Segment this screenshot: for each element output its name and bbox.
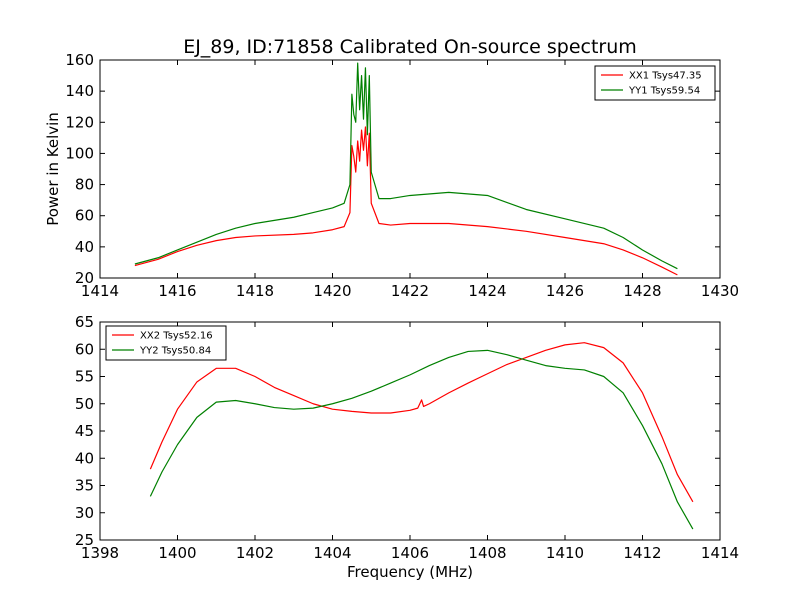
- bottom-subplot: 1398 1400 1402 1404 1406 1408 1410 1412 1414 25 30…: [75, 313, 739, 562]
- y-tick-label: 60: [75, 340, 94, 358]
- legend-label: XX2 Tsys52.16: [140, 331, 213, 342]
- series-line-1: [149, 342, 694, 503]
- x-tick-label: 1410: [546, 544, 584, 562]
- legend: XX1 Tsys47.35 YY1 Tsys59.54: [594, 65, 716, 101]
- x-tick-label: 1400: [158, 544, 196, 562]
- y-tick-label: 35: [75, 477, 94, 495]
- legend-label: YY1 Tsys59.54: [628, 86, 700, 97]
- x-tick-label: 1426: [546, 282, 584, 300]
- y-tick-label: 100: [65, 144, 94, 162]
- y-tick-label: 25: [75, 531, 94, 549]
- x-tick-label: 1402: [236, 544, 274, 562]
- legend: XX2 Tsys52.16 YY2 Tsys50.84: [105, 325, 227, 361]
- y-tick-label: 20: [75, 269, 94, 287]
- x-tick-label: 1418: [236, 282, 274, 300]
- x-tick-label: 1414: [701, 544, 739, 562]
- x-tick-label: 1430: [701, 282, 739, 300]
- y-tick-label: 65: [75, 313, 94, 331]
- y-tick-label: 60: [75, 207, 94, 225]
- y-tick-label: 160: [65, 51, 94, 69]
- y-tick-label: 55: [75, 368, 94, 386]
- legend-box: [105, 325, 227, 361]
- legend-box: [594, 65, 716, 101]
- y-tick-label: 120: [65, 113, 94, 131]
- x-tick-label: 1428: [623, 282, 661, 300]
- series-line-2: [149, 349, 694, 530]
- top-subplot: 1414 1416 1418 1420 1422 1424 1426 1428 1430 20 40…: [65, 51, 739, 300]
- x-axis-label: Frequency (MHz): [347, 563, 473, 581]
- legend-label: YY2 Tsys50.84: [139, 346, 211, 357]
- x-tick-label: 1416: [158, 282, 196, 300]
- x-tick-label: 1420: [313, 282, 351, 300]
- y-tick-label: 80: [75, 176, 94, 194]
- x-tick-label: 1404: [313, 544, 351, 562]
- x-tick-label: 1398: [81, 544, 119, 562]
- y-tick-label: 50: [75, 395, 94, 413]
- x-tick-label: 1406: [391, 544, 429, 562]
- y-tick-label: 140: [65, 82, 94, 100]
- figure-title: EJ_89, ID:71858 Calibrated On-source spe…: [183, 36, 637, 58]
- y-tick-label: 40: [75, 238, 94, 256]
- series-line-1: [134, 126, 678, 276]
- x-tick-label: 1408: [468, 544, 506, 562]
- series-line-2: [134, 62, 678, 270]
- y-tick-label: 45: [75, 422, 94, 440]
- x-tick-label: 1414: [81, 282, 119, 300]
- y-tick-label: 40: [75, 449, 94, 467]
- x-tick-label: 1412: [623, 544, 661, 562]
- y-tick-label: 30: [75, 504, 94, 522]
- x-tick-label: 1422: [391, 282, 429, 300]
- x-tick-label: 1424: [468, 282, 506, 300]
- y-axis-label-top: Power in Kelvin: [44, 112, 62, 226]
- legend-label: XX1 Tsys47.35: [629, 71, 702, 82]
